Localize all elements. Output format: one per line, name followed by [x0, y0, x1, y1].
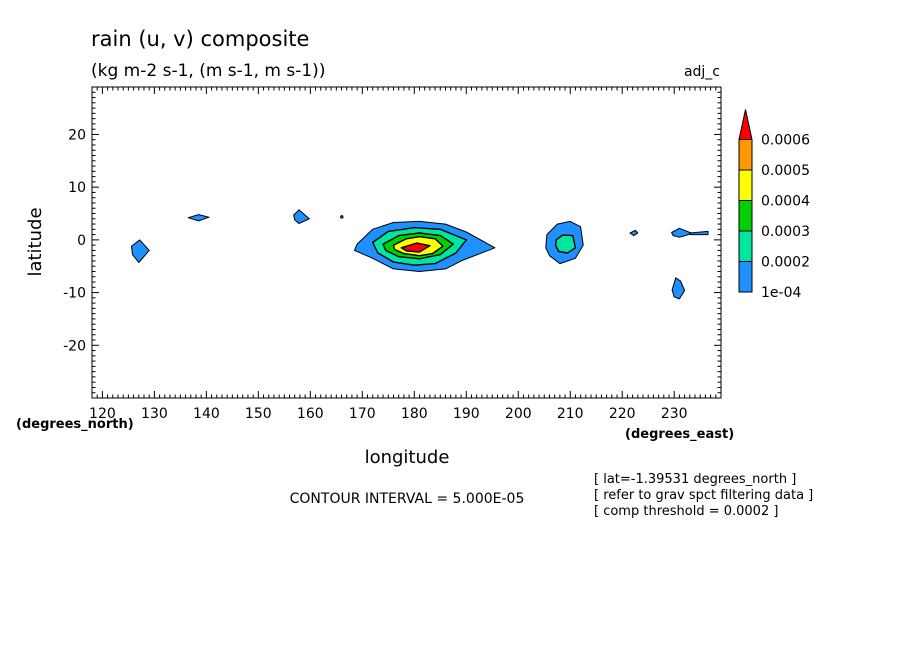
chart-title: rain (u, v) composite	[91, 27, 309, 51]
x-axis-title: longitude	[365, 447, 450, 468]
contour-blob-180-L6	[400, 242, 431, 253]
x-tick-label: 150	[245, 406, 272, 422]
y-tick-label: 10	[68, 180, 86, 196]
x-tick-label: 130	[141, 406, 168, 422]
x-tick-label: 190	[453, 406, 480, 422]
contour-blob-166	[340, 215, 344, 219]
y-units-label: (degrees_north)	[16, 417, 134, 432]
contour-blob-209-L2	[555, 234, 577, 254]
note-line-2: [ refer to grav spct filtering data ]	[594, 488, 813, 503]
y-tick-label: 20	[68, 127, 86, 143]
y-tick-label: -20	[63, 338, 86, 354]
axis-ticks	[91, 86, 722, 399]
note-line-3: [ comp threshold = 0.0002 ]	[594, 504, 778, 519]
contour-blob-231	[671, 227, 693, 238]
contour-blob-158	[293, 209, 310, 224]
x-tick-label: 180	[401, 406, 428, 422]
colorbar-label: 0.0004	[761, 194, 810, 210]
x-tick-label: 140	[193, 406, 220, 422]
contour-blob-222	[629, 229, 639, 237]
colorbar-swatch	[738, 200, 753, 232]
colorbar-arrow	[738, 109, 753, 140]
contour-interval-label: CONTOUR INTERVAL = 5.000E-05	[290, 491, 525, 507]
y-tick-labels: -20 -10 0 10 20	[63, 127, 86, 354]
x-tick-label: 230	[661, 406, 688, 422]
colorbar-swatch	[738, 169, 753, 201]
colorbar-label: 0.0003	[761, 224, 810, 240]
x-tick-label: 120	[89, 406, 116, 422]
colorbar-swatch	[738, 230, 753, 262]
contour-blob-138	[187, 214, 210, 222]
colorbar-label: 0.0006	[761, 133, 810, 149]
chart-subtitle: (kg m-2 s-1, (m s-1, m s-1))	[91, 61, 325, 81]
colorbar: 1e-04 0.0002 0.0003 0.0004 0.0005 0.0006	[738, 109, 810, 301]
x-tick-label: 170	[349, 406, 376, 422]
y-axis-title: latitude	[25, 207, 46, 276]
dataset-label: adj_c	[684, 64, 720, 80]
x-tick-label: 210	[557, 406, 584, 422]
plot-frame	[91, 86, 722, 399]
colorbar-label: 0.0005	[761, 163, 810, 179]
colorbar-label: 0.0002	[761, 255, 810, 271]
contour-blob-127	[131, 239, 150, 263]
x-units-label: (degrees_east)	[625, 427, 734, 442]
x-tick-label: 160	[297, 406, 324, 422]
contour-layer	[131, 209, 709, 300]
y-tick-label: 0	[77, 233, 86, 249]
x-tick-label: 200	[505, 406, 532, 422]
contour-blob-231-south	[671, 277, 686, 300]
x-tick-labels: 120 130 140 150 160 170 180 190 200 210 220 230	[89, 406, 688, 422]
y-tick-label: -10	[63, 286, 86, 302]
contour-blob-235	[689, 230, 709, 236]
x-tick-label: 220	[609, 406, 636, 422]
colorbar-swatch	[738, 139, 753, 171]
colorbar-label: 1e-04	[761, 285, 801, 301]
note-line-1: [ lat=-1.39531 degrees_north ]	[594, 472, 796, 487]
colorbar-swatch	[738, 261, 753, 293]
